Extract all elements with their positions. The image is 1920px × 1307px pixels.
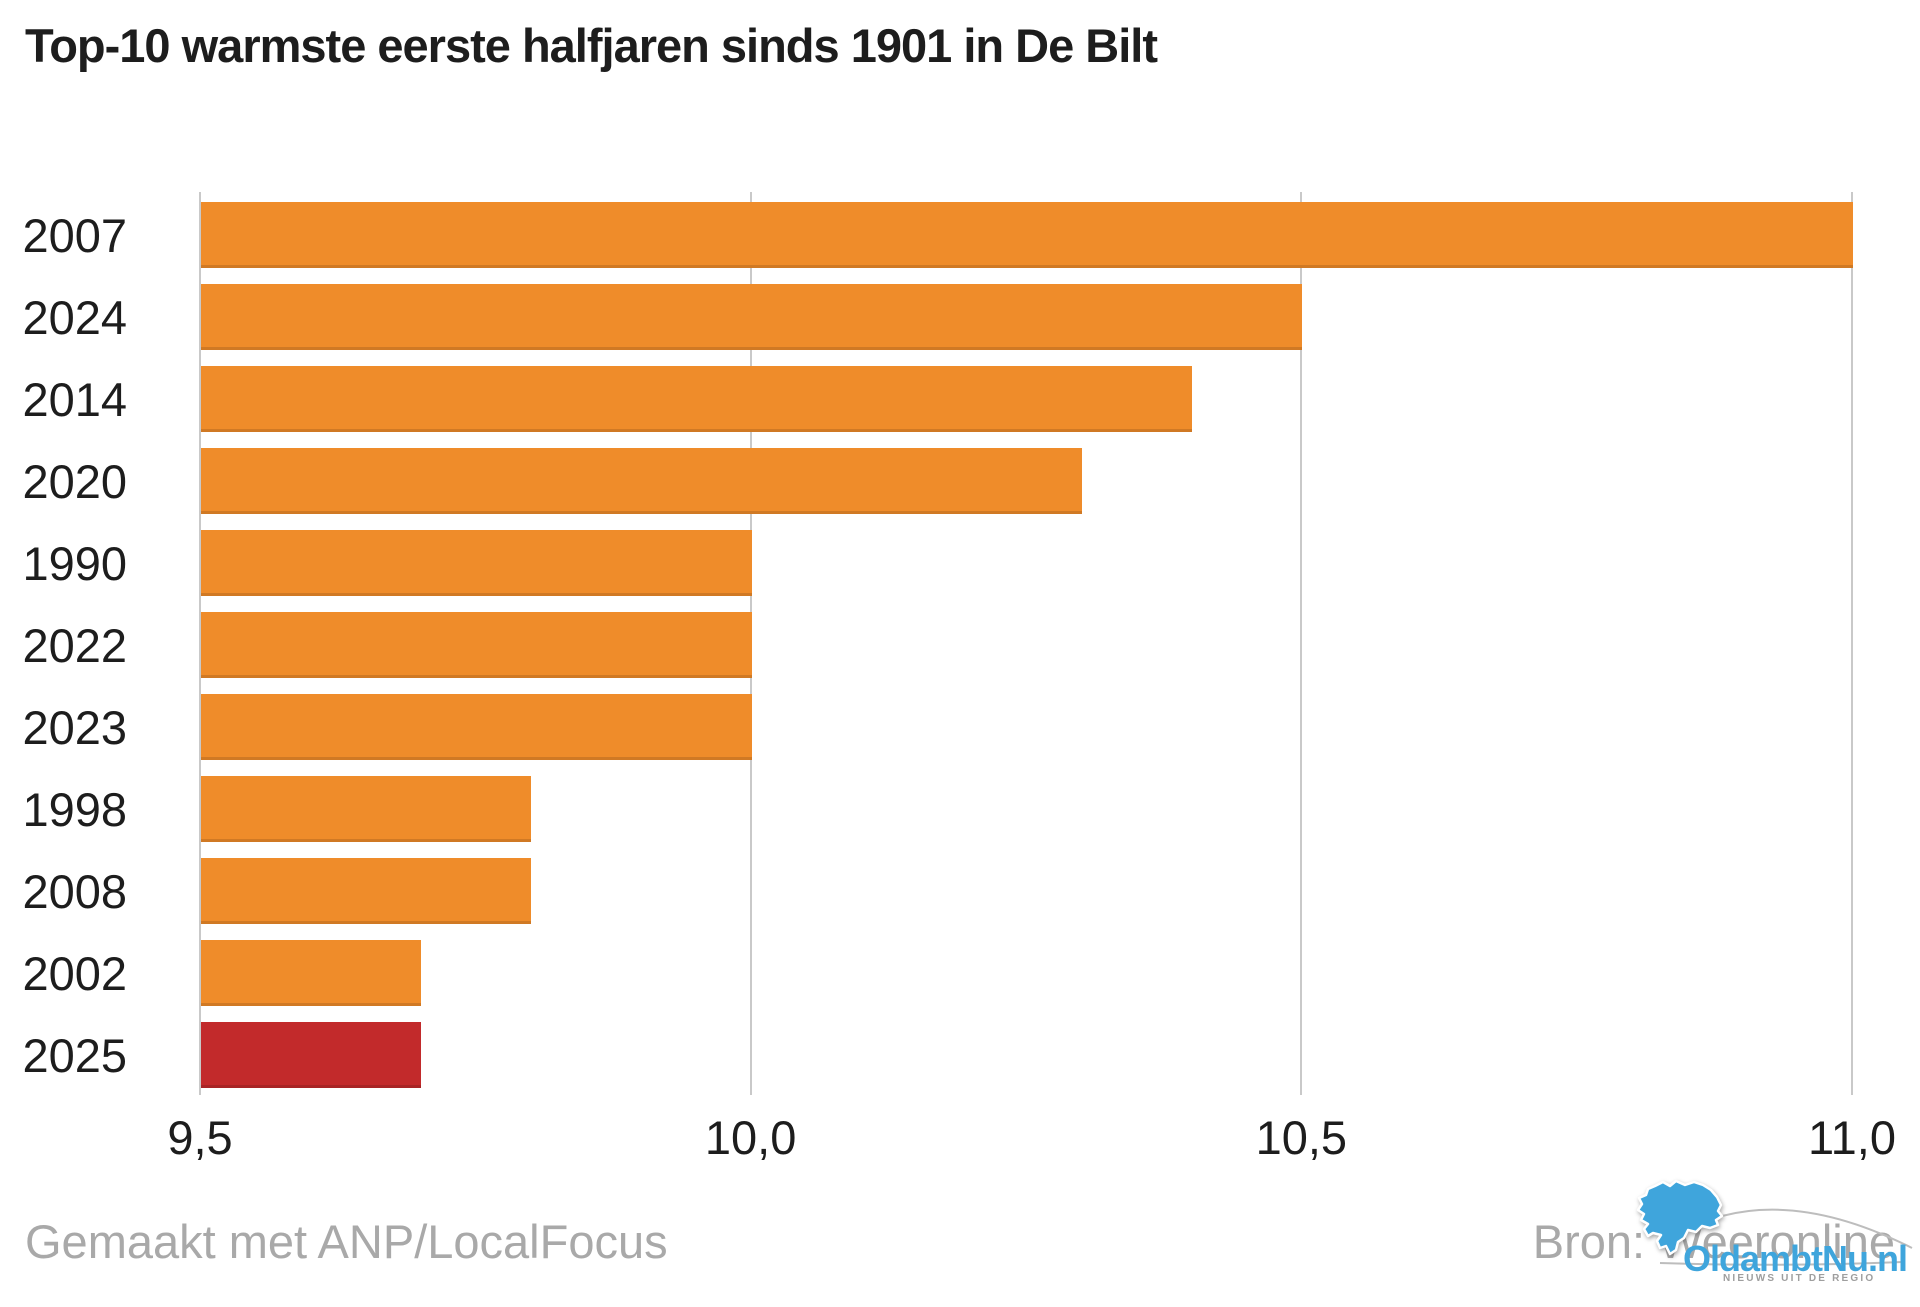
- bar-2014: [201, 366, 1192, 432]
- bar-2022: [201, 612, 752, 678]
- year-label-2020: 2020: [22, 455, 127, 508]
- bar-2025: [201, 1022, 421, 1088]
- logo-swoosh-top: [1721, 1208, 1913, 1249]
- chart-title: Top-10 warmste eerste halfjaren sinds 19…: [25, 19, 1158, 72]
- region-map-shape: [1636, 1179, 1724, 1256]
- gridline-10,5: [1300, 192, 1303, 1095]
- year-label-2025: 2025: [22, 1029, 127, 1082]
- x-tick-label-10,5: 10,5: [1255, 1111, 1348, 1164]
- year-label-2007: 2007: [22, 209, 127, 262]
- logo-tagline: NIEUWS UIT DE REGIO: [1723, 1273, 1876, 1284]
- gridline-11,0: [1851, 192, 1853, 1095]
- x-tick-label-9,5: 9,5: [167, 1111, 233, 1164]
- year-label-1998: 1998: [22, 783, 127, 836]
- bar-2008: [201, 858, 531, 924]
- bar-2024: [201, 284, 1302, 350]
- year-label-2023: 2023: [22, 701, 127, 754]
- gridline-9,5: [199, 192, 201, 1095]
- year-label-1990: 1990: [22, 537, 127, 590]
- logo-title: OldambtNu.nl: [1683, 1238, 1908, 1279]
- logo-swoosh-bottom: [1659, 1261, 1903, 1266]
- year-label-2008: 2008: [22, 865, 127, 918]
- bar-1998: [201, 776, 531, 842]
- x-tick-label-11,0: 11,0: [1808, 1111, 1896, 1164]
- credit-text: Gemaakt met ANP/LocalFocus: [25, 1215, 668, 1268]
- year-label-2022: 2022: [22, 619, 127, 672]
- year-label-2014: 2014: [22, 373, 127, 426]
- region-map-icon: [1636, 1179, 1913, 1266]
- x-tick-label-10,0: 10,0: [704, 1111, 797, 1164]
- year-label-2024: 2024: [22, 291, 127, 344]
- year-label-2002: 2002: [22, 947, 127, 1000]
- bar-2002: [201, 940, 421, 1006]
- bar-1990: [201, 530, 752, 596]
- bar-2023: [201, 694, 752, 760]
- bar-2020: [201, 448, 1082, 514]
- bar-2007: [201, 202, 1853, 268]
